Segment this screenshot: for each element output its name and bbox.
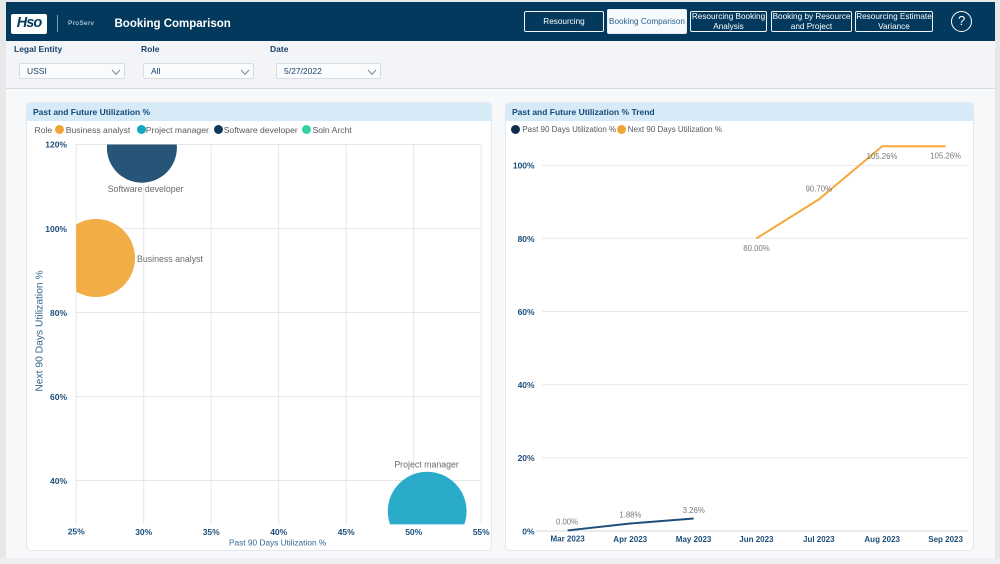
svg-text:80%: 80% (50, 308, 67, 318)
svg-text:Sep 2023: Sep 2023 (928, 535, 963, 544)
svg-text:Aug 2023: Aug 2023 (864, 535, 900, 544)
svg-text:105.26%: 105.26% (867, 152, 898, 161)
svg-text:80%: 80% (518, 234, 535, 244)
svg-text:80.00%: 80.00% (743, 244, 770, 253)
svg-text:0.00%: 0.00% (556, 517, 578, 526)
svg-text:55%: 55% (473, 527, 490, 537)
svg-text:40%: 40% (50, 476, 67, 486)
svg-text:35%: 35% (203, 527, 220, 537)
svg-text:Project manager: Project manager (394, 460, 459, 470)
svg-text:Software developer: Software developer (108, 184, 184, 194)
svg-text:40%: 40% (518, 380, 535, 390)
svg-text:May 2023: May 2023 (676, 535, 712, 544)
svg-text:Mar 2023: Mar 2023 (550, 534, 585, 543)
svg-text:Business analyst: Business analyst (137, 254, 204, 264)
svg-text:105.26%: 105.26% (930, 152, 961, 161)
svg-text:Next 90 Days Utilization %: Next 90 Days Utilization % (34, 270, 45, 391)
svg-text:Jun 2023: Jun 2023 (739, 535, 774, 544)
svg-text:60%: 60% (50, 392, 67, 402)
svg-text:25%: 25% (68, 527, 85, 537)
svg-text:Jul 2023: Jul 2023 (803, 535, 835, 544)
svg-text:3.26%: 3.26% (683, 506, 705, 515)
svg-text:40%: 40% (270, 527, 287, 537)
svg-text:90.70%: 90.70% (806, 185, 833, 194)
svg-text:1.88%: 1.88% (619, 511, 641, 520)
svg-text:Past 90 Days Utilization %: Past 90 Days Utilization % (229, 537, 327, 547)
svg-text:45%: 45% (338, 527, 355, 537)
svg-text:100%: 100% (513, 160, 535, 170)
svg-text:120%: 120% (45, 140, 67, 150)
svg-text:50%: 50% (405, 527, 422, 537)
svg-text:60%: 60% (518, 307, 535, 317)
svg-text:30%: 30% (135, 527, 152, 537)
svg-text:100%: 100% (45, 224, 67, 234)
svg-text:Apr 2023: Apr 2023 (613, 535, 647, 544)
svg-text:0%: 0% (522, 526, 535, 536)
svg-text:20%: 20% (518, 453, 535, 463)
